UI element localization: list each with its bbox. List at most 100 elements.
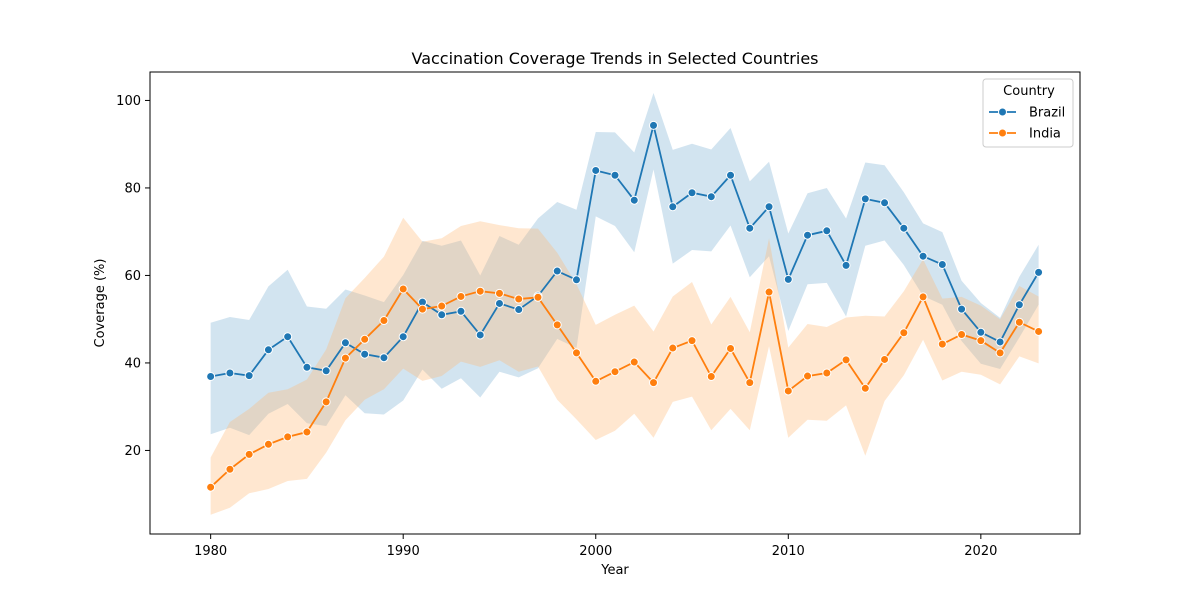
point-brazil-1992 [437, 310, 447, 320]
point-brazil-1982 [244, 371, 254, 381]
point-brazil-2003 [649, 120, 659, 130]
y-tick-label-80: 80 [124, 181, 141, 196]
point-india-2022 [1014, 317, 1024, 327]
point-brazil-1998 [552, 266, 562, 276]
legend-label-india: India [1029, 127, 1061, 142]
point-brazil-2001 [610, 170, 620, 180]
x-tick-label-2010: 2010 [772, 544, 805, 559]
point-india-2006 [706, 372, 716, 381]
point-india-2016 [899, 328, 909, 338]
point-brazil-2004 [668, 202, 678, 212]
band-brazil [210, 93, 1039, 436]
point-brazil-1988 [360, 349, 370, 359]
point-brazil-1983 [263, 345, 273, 355]
y-tick-label-60: 60 [124, 269, 141, 284]
point-india-1999 [571, 348, 581, 358]
point-india-1980 [206, 482, 216, 492]
legend: Country Brazil India [982, 78, 1074, 148]
point-india-1998 [552, 320, 562, 330]
point-india-2017 [918, 292, 928, 302]
x-tick-label-2020: 2020 [964, 544, 997, 559]
point-india-2009 [764, 287, 774, 297]
point-brazil-2007 [726, 170, 736, 180]
plot-frame [149, 71, 1081, 535]
point-brazil-2008 [745, 223, 755, 233]
point-india-2010 [783, 386, 793, 396]
point-brazil-2019 [957, 304, 967, 314]
point-brazil-1984 [283, 332, 293, 342]
point-brazil-1980 [206, 372, 216, 381]
plot-area [206, 93, 1044, 515]
point-brazil-2013 [841, 260, 851, 270]
point-india-2002 [629, 357, 639, 367]
point-india-2001 [610, 367, 620, 377]
point-india-1981 [225, 464, 235, 474]
point-india-1994 [475, 286, 485, 296]
point-india-2020 [976, 336, 986, 346]
point-brazil-1999 [571, 275, 581, 285]
legend-label-brazil: Brazil [1029, 106, 1065, 121]
point-india-2013 [841, 355, 851, 365]
point-india-1984 [283, 432, 293, 442]
legend-marker-india [998, 128, 1007, 138]
x-axis: 1980 1990 2000 2010 2020 [194, 534, 997, 559]
point-brazil-1989 [379, 353, 389, 363]
chart-title: Vaccination Coverage Trends in Selected … [411, 49, 818, 68]
point-india-1985 [302, 427, 312, 437]
point-india-2018 [937, 339, 947, 349]
point-brazil-2014 [860, 194, 870, 204]
point-brazil-2021 [995, 337, 1005, 347]
point-india-1995 [494, 288, 504, 298]
point-india-1991 [417, 304, 427, 314]
point-india-2014 [860, 383, 870, 393]
point-brazil-1996 [514, 305, 524, 315]
point-india-2019 [957, 330, 967, 339]
point-brazil-2016 [899, 223, 909, 233]
point-india-2000 [591, 376, 601, 386]
point-india-1992 [437, 301, 447, 311]
point-india-1990 [398, 284, 408, 294]
point-brazil-2010 [783, 274, 793, 284]
point-brazil-2018 [937, 260, 947, 269]
y-tick-label-100: 100 [116, 94, 141, 109]
point-brazil-1985 [302, 362, 312, 372]
point-india-2007 [726, 344, 736, 353]
y-tick-label-40: 40 [124, 356, 141, 371]
point-brazil-2023 [1034, 267, 1044, 277]
point-india-1987 [340, 353, 350, 363]
point-india-1982 [244, 449, 254, 459]
point-brazil-2012 [822, 226, 832, 236]
x-tick-label-1980: 1980 [194, 544, 227, 559]
x-tick-label-1990: 1990 [387, 544, 420, 559]
point-brazil-1995 [494, 298, 504, 308]
point-brazil-1986 [321, 366, 331, 376]
legend-marker-brazil [998, 107, 1007, 117]
point-india-2015 [880, 354, 890, 364]
point-india-2021 [995, 348, 1005, 358]
point-india-1989 [379, 316, 389, 325]
point-india-2003 [649, 378, 659, 388]
point-india-2008 [745, 378, 755, 388]
point-brazil-2020 [976, 327, 986, 337]
point-brazil-2002 [629, 195, 639, 205]
point-brazil-2017 [918, 251, 928, 261]
y-axis: 20 40 60 80 100 [116, 94, 150, 459]
point-india-1983 [263, 439, 273, 449]
point-india-1988 [360, 334, 370, 344]
point-india-1996 [514, 294, 524, 304]
point-brazil-1990 [398, 332, 408, 342]
point-india-1993 [456, 291, 466, 301]
point-india-2011 [803, 371, 813, 381]
point-india-2005 [687, 336, 697, 346]
point-india-2004 [668, 343, 678, 353]
point-india-2023 [1034, 326, 1044, 336]
y-axis-label: Coverage (%) [93, 259, 108, 348]
point-india-1997 [533, 292, 543, 302]
legend-title: Country [1003, 84, 1055, 99]
x-axis-label: Year [600, 563, 629, 578]
point-brazil-2022 [1014, 300, 1024, 310]
point-brazil-1981 [225, 368, 235, 378]
point-brazil-1993 [456, 306, 466, 316]
point-brazil-1987 [340, 338, 350, 348]
